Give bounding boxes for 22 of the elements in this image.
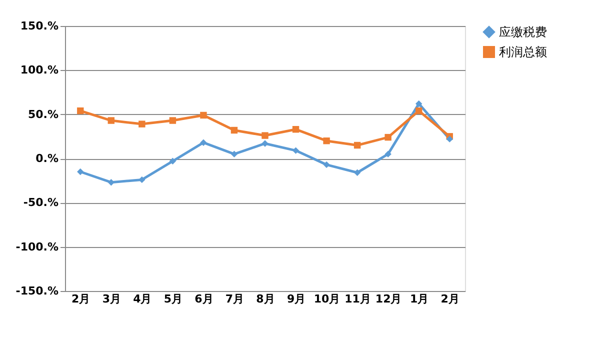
y-tick-label: 50.% (28, 108, 58, 121)
x-tick-label: 2月 (72, 292, 90, 306)
x-tick-label: 9月 (286, 292, 306, 306)
y-tick-label: 150.% (20, 20, 58, 32)
y-tick-label: -50.% (23, 196, 58, 210)
y-tick-label: 0.% (36, 152, 58, 165)
x-tick-label: 6月 (194, 292, 214, 306)
x-tick-label: 3月 (102, 292, 121, 306)
legend-label: 利润总额 (499, 45, 547, 59)
x-tick-label: 4月 (133, 292, 152, 306)
x-tick-label: 1月 (410, 292, 429, 306)
x-tick-label: 8月 (256, 292, 275, 306)
y-tick-label: -150.% (16, 284, 58, 298)
x-tick-label: 12月 (375, 292, 402, 306)
y-tick-label: 100.% (20, 64, 58, 77)
legend-label: 应缴税费 (499, 25, 547, 39)
x-tick-label: 11月 (344, 292, 371, 306)
x-tick-label: 10月 (314, 292, 340, 306)
x-tick-label: 2月 (440, 292, 460, 306)
y-tick-label: -100.% (16, 240, 58, 254)
x-tick-label: 7月 (225, 292, 244, 306)
x-tick-label: 5月 (164, 292, 183, 306)
